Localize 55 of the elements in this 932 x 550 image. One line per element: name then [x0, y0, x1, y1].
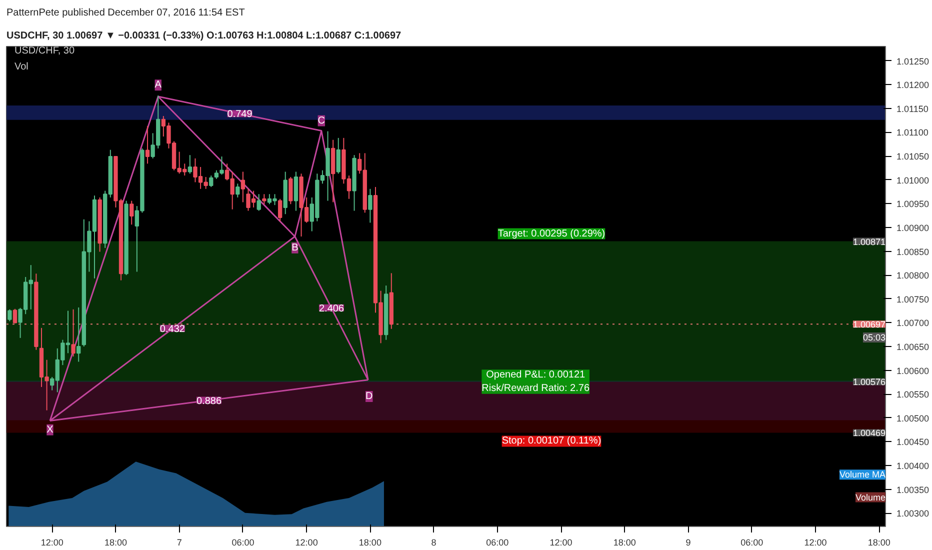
- x-tick-label: 06:00: [486, 538, 509, 548]
- y-tick-label: 1.01250: [896, 56, 930, 66]
- y-tick-label: 1.01000: [896, 175, 930, 186]
- y-tick-label: 1.01200: [896, 80, 930, 90]
- y-tick-label: 1.01150: [896, 104, 928, 114]
- x-tick-label: 12:00: [295, 538, 318, 548]
- y-tick-label: 1.00950: [896, 199, 930, 210]
- annotation: B: [292, 242, 299, 254]
- y-tick-label: 1.00300: [896, 508, 930, 519]
- y-tick-label: 1.00700: [896, 318, 930, 328]
- y-tick-label: 1.00650: [896, 342, 930, 352]
- x-tick-label: 9: [686, 538, 691, 548]
- annotation: 1.00469: [852, 428, 886, 438]
- y-tick-label: 1.01050: [896, 152, 930, 162]
- chart-subtitle: USDCHF, 30 1.00697 ▼ −0.00331 (−0.33%) O:1.00763 H:1.00804 L:1.00687 C:1.00697: [6, 30, 402, 42]
- annotation: USD/CHF, 30: [14, 46, 75, 56]
- y-tick-label: 1.01100: [896, 128, 928, 138]
- x-tick-label: 12:00: [40, 538, 64, 548]
- y-tick-label: 1.00500: [896, 413, 930, 424]
- annotation: Volume: [855, 492, 886, 502]
- y-tick-label: 1.00350: [896, 484, 930, 495]
- x-tick-label: 18:00: [358, 538, 382, 548]
- text: Volume MA: [839, 470, 886, 480]
- y-tick-label: 1.00550: [896, 390, 930, 400]
- band-label: Target: 0.00295 (0.29%): [498, 228, 606, 240]
- y-tick-label: 1.00450: [896, 437, 930, 448]
- annotation: X: [46, 424, 54, 436]
- x-tick-label: 8: [431, 538, 436, 548]
- y-tick-label: 1.00800: [896, 270, 930, 281]
- y-tick-label: 1.00600: [896, 366, 930, 376]
- annotation: D: [366, 391, 373, 402]
- y-tick-label: 1.00750: [896, 294, 930, 304]
- x-tick-label: 18:00: [868, 538, 890, 548]
- chart-title: PatternPete published December 07, 2016 11:54 EST: [6, 8, 245, 18]
- annotation: 1.00871: [852, 236, 886, 247]
- x-tick-label: 12:00: [550, 538, 572, 548]
- y-tick-label: 1.00900: [896, 222, 930, 233]
- annotation: 0.749: [227, 109, 253, 120]
- x-tick-label: 06:00: [740, 538, 764, 548]
- annotation: Vol: [14, 62, 28, 72]
- band-label: Stop: 0.00107 (0.11%): [502, 436, 602, 447]
- x-tick-label: 12:00: [804, 538, 827, 548]
- x-tick-label: 18:00: [613, 538, 636, 548]
- annotation: A: [154, 80, 162, 91]
- x-tick-label: 7: [176, 538, 182, 548]
- annotation: 0.886: [196, 396, 222, 407]
- x-tick-label: 18:00: [104, 538, 127, 548]
- y-tick-label: 1.00400: [896, 461, 930, 472]
- ref-line-label: 1.00697: [852, 320, 886, 330]
- annotation: 05:03: [862, 332, 886, 342]
- annotation: C: [318, 115, 326, 126]
- x-tick-label: 06:00: [232, 538, 254, 548]
- annotation: 1.00576: [852, 377, 886, 388]
- annotation: Opened P&L: 0.00121 Risk/Reward Ratio: 2.76: [482, 370, 590, 394]
- y-tick-label: 1.00850: [896, 246, 930, 257]
